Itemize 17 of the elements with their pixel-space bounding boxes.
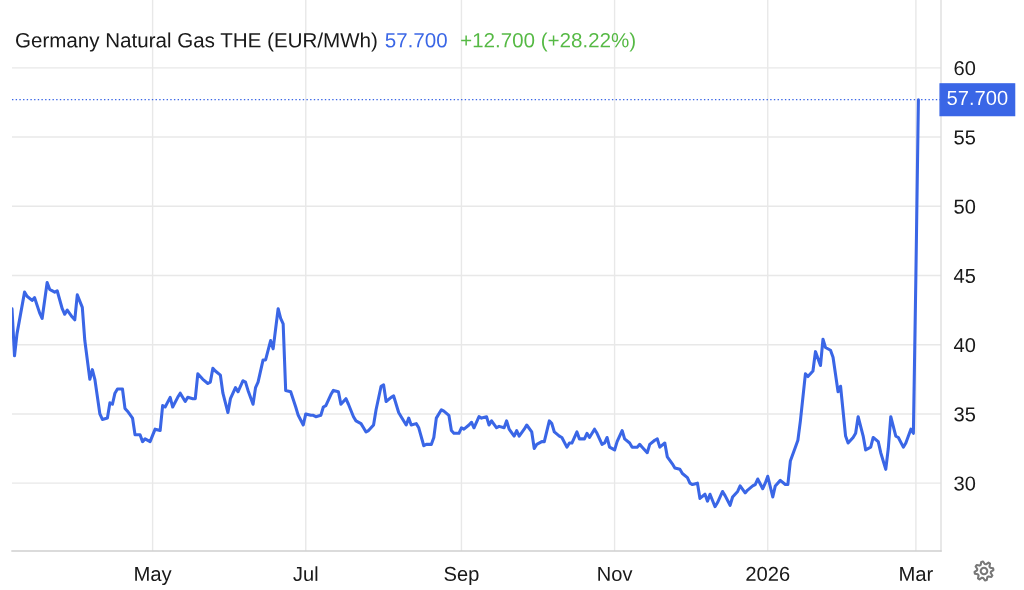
x-tick-label: Mar <box>900 567 933 582</box>
x-tick-label: Sep <box>444 566 479 586</box>
y-tick-label: 35 <box>954 407 976 422</box>
annotation: +12.700 (+28.22%) <box>461 32 635 52</box>
ref-line-label: 57.700 <box>947 90 1008 106</box>
text: Germany Natural Gas THE (EUR/MWh) <box>16 32 377 52</box>
annotation: 57.700 <box>385 32 447 48</box>
x-tick-label: 2026 <box>746 566 790 582</box>
y-tick-label: 60 <box>954 61 976 76</box>
x-tick-label: Nov <box>598 567 633 582</box>
y-tick-label: 50 <box>954 199 976 214</box>
x-tick-label: May <box>135 567 172 586</box>
x-tick-label: Jul <box>293 566 318 582</box>
y-tick-label: 40 <box>953 337 976 353</box>
y-tick-label: 45 <box>953 268 976 283</box>
y-tick-label: 30 <box>954 476 976 491</box>
y-tick-label: 55 <box>954 130 976 145</box>
